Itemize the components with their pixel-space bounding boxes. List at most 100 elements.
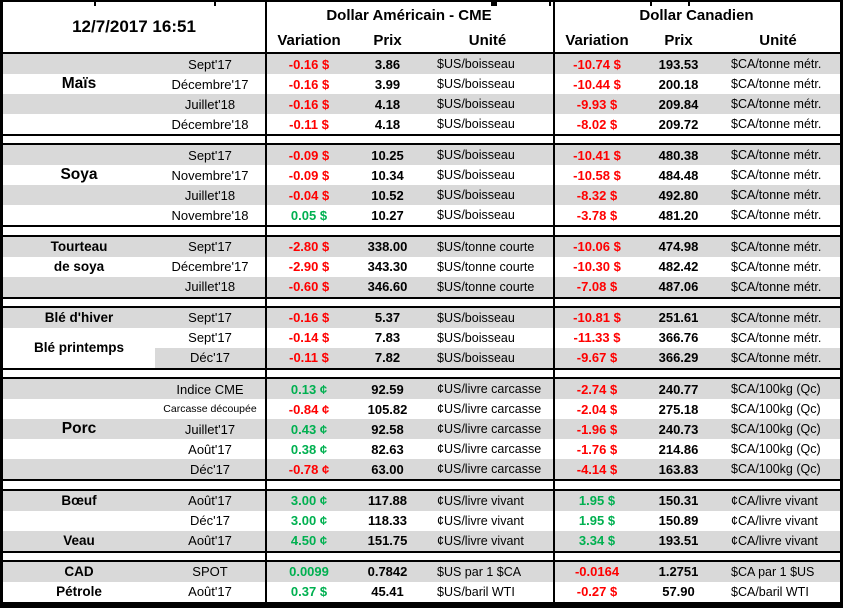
contract-period-text: Juillet'18 <box>184 279 236 295</box>
cell-ca-price: 480.38 <box>641 145 716 165</box>
us-unit-text: $US/tonne courte <box>437 239 535 254</box>
cell-us-variation: 0.13 ¢ <box>265 379 353 399</box>
commodity-label-text: Bœuf <box>61 493 97 509</box>
cell-us-variation: -0.60 $ <box>265 277 353 297</box>
us-variation-text: 3.00 ¢ <box>290 513 328 529</box>
cell-us-variation: 4.50 ¢ <box>265 531 353 551</box>
cell-ca-unit: $CA/baril WTI <box>716 582 840 602</box>
contract-period-text: Juillet'17 <box>184 421 236 437</box>
table-row: Soya Novembre'17 -0.09 $ 10.34 $US/boisseau -… <box>3 165 840 185</box>
cell-ca-price: 150.89 <box>641 511 716 531</box>
gridline-tick <box>491 2 497 6</box>
cell-ca-unit: $CA/tonne métr. <box>716 205 840 225</box>
cell-us-unit: $US/boisseau <box>422 54 553 74</box>
table-row: Indice CME 0.13 ¢ 92.59 ¢US/livre carcasse -… <box>3 379 840 400</box>
cell-ca-unit: $CA/tonne métr. <box>716 348 840 368</box>
table-row: Déc'17 3.00 ¢ 118.33 ¢US/livre vivant 1.95 $… <box>3 511 840 531</box>
ca-variation-text: -10.06 $ <box>573 239 621 255</box>
contract-period-text: SPOT <box>192 564 228 580</box>
us-unit-text: $US/boisseau <box>437 77 515 91</box>
cell-ca-unit: $CA/tonne métr. <box>716 114 840 134</box>
cell-ca-variation: 3.34 $ <box>553 531 641 551</box>
cell-ca-unit: $CA/tonne métr. <box>716 185 840 205</box>
ca-variation-text: -11.33 $ <box>573 330 621 346</box>
cell-contract-period: Décembre'17 <box>155 74 265 94</box>
ca-variation-text: -8.02 $ <box>576 116 618 132</box>
contract-period-text: Août'17 <box>188 493 232 509</box>
us-price-text: 343.30 <box>367 259 408 275</box>
ca-dollar-group-header: Dollar Canadien <box>639 6 754 24</box>
us-variation-text: -2.80 $ <box>288 239 330 255</box>
contract-period-text: Sept'17 <box>188 239 232 255</box>
ca-variation-text: -9.93 $ <box>576 96 618 112</box>
cell-us-price: 3.86 <box>353 54 422 74</box>
ca-unit-text: $CA/100kg (Qc) <box>731 422 821 437</box>
commodity-label-text: Porc <box>61 420 97 438</box>
cell-ca-price: 200.18 <box>641 74 716 94</box>
us-price-text: 118.33 <box>367 513 408 529</box>
ca-price-text: 487.06 <box>658 279 699 295</box>
cell-us-unit: $US/boisseau <box>422 308 553 328</box>
cell-contract-period: Sept'17 <box>155 54 265 74</box>
ca-variation-text: 1.95 $ <box>578 513 616 529</box>
cell-ca-price: 209.72 <box>641 114 716 134</box>
ca-price-text: 240.77 <box>658 381 699 397</box>
cell-us-unit: $US/boisseau <box>422 165 553 185</box>
gridline-tick <box>94 2 96 6</box>
ca-unit-text: $CA/tonne métr. <box>731 310 822 325</box>
cell-us-unit: $US/tonne courte <box>422 257 553 277</box>
us-price-text: 92.58 <box>371 421 404 437</box>
cell-us-variation: -0.11 $ <box>265 348 353 368</box>
ca-unit-text: $CA/tonne métr. <box>731 57 822 71</box>
cell-us-price: 10.34 <box>353 165 422 185</box>
table-row: Sept'17 -0.09 $ 10.25 $US/boisseau -10.41 $ 4… <box>3 145 840 166</box>
ca-variation-text: -8.32 $ <box>576 187 618 203</box>
ca-unit-text: $CA/100kg (Qc) <box>731 382 821 397</box>
commodity-label-text: Maïs <box>61 75 97 92</box>
cell-ca-price: 193.53 <box>641 54 716 74</box>
cell-us-unit: ¢US/livre carcasse <box>422 439 553 459</box>
cell-commodity-label: Blé printemps <box>3 327 155 355</box>
section-mais: Sept'17 -0.16 $ 3.86 $US/boisseau -10.74 $ 19… <box>3 54 840 136</box>
cell-contract-period: Août'17 <box>155 582 265 602</box>
us-variation-text: -0.16 $ <box>288 96 330 112</box>
ca-variation-text: -10.74 $ <box>573 56 621 72</box>
cell-commodity-label <box>3 185 155 205</box>
ca-price-text: 366.76 <box>658 330 699 346</box>
cell-ca-unit: $CA par 1 $US <box>716 562 840 582</box>
cell-us-variation: -0.78 ¢ <box>265 459 353 479</box>
ca-price-text: 482.42 <box>658 259 699 275</box>
us-variation-text: -0.14 $ <box>288 330 330 346</box>
cell-commodity-label: CAD <box>3 562 155 582</box>
us-variation-text: -0.04 $ <box>288 187 330 203</box>
cell-commodity-label <box>3 459 155 479</box>
cell-us-price: 10.52 <box>353 185 422 205</box>
cell-us-price: 151.75 <box>353 531 422 551</box>
cell-ca-unit: $CA/tonne métr. <box>716 145 840 165</box>
table-body: Sept'17 -0.16 $ 3.86 $US/boisseau -10.74 $ 19… <box>3 54 840 604</box>
cell-contract-period: Sept'17 <box>155 328 265 348</box>
commodity-label-text: de soya <box>53 259 105 275</box>
us-price-text: 10.27 <box>371 207 404 223</box>
ca-price-text: 163.83 <box>658 461 699 477</box>
cell-contract-period: Juillet'18 <box>155 185 265 205</box>
cell-ca-unit: ¢CA/livre vivant <box>716 491 840 511</box>
table-row: Sept'17 -0.16 $ 3.86 $US/boisseau -10.74 $ 19… <box>3 54 840 74</box>
cell-us-variation: -0.04 $ <box>265 185 353 205</box>
cell-contract-period: Indice CME <box>155 379 265 399</box>
cell-ca-variation: -3.78 $ <box>553 205 641 225</box>
us-variation-text: -0.16 $ <box>288 56 330 72</box>
ca-price-text: 209.72 <box>658 116 699 132</box>
cell-commodity-label: de soya <box>3 257 155 277</box>
cell-us-variation: -0.14 $ <box>265 328 353 348</box>
cell-us-variation: -0.11 $ <box>265 114 353 134</box>
cell-contract-period: Sept'17 <box>155 308 265 328</box>
commodity-label-text: Soya <box>60 166 98 184</box>
us-unit-text: $US/boisseau <box>437 350 515 365</box>
ca-unit-text: $CA/tonne métr. <box>731 208 822 223</box>
commodity-label-text: Blé d'hiver <box>44 310 114 326</box>
ca-price-text: 150.89 <box>658 513 699 529</box>
cell-ca-variation: 1.95 $ <box>553 491 641 511</box>
us-variation-text: -0.11 $ <box>289 350 329 366</box>
us-unit-text: $US/boisseau <box>437 208 515 223</box>
